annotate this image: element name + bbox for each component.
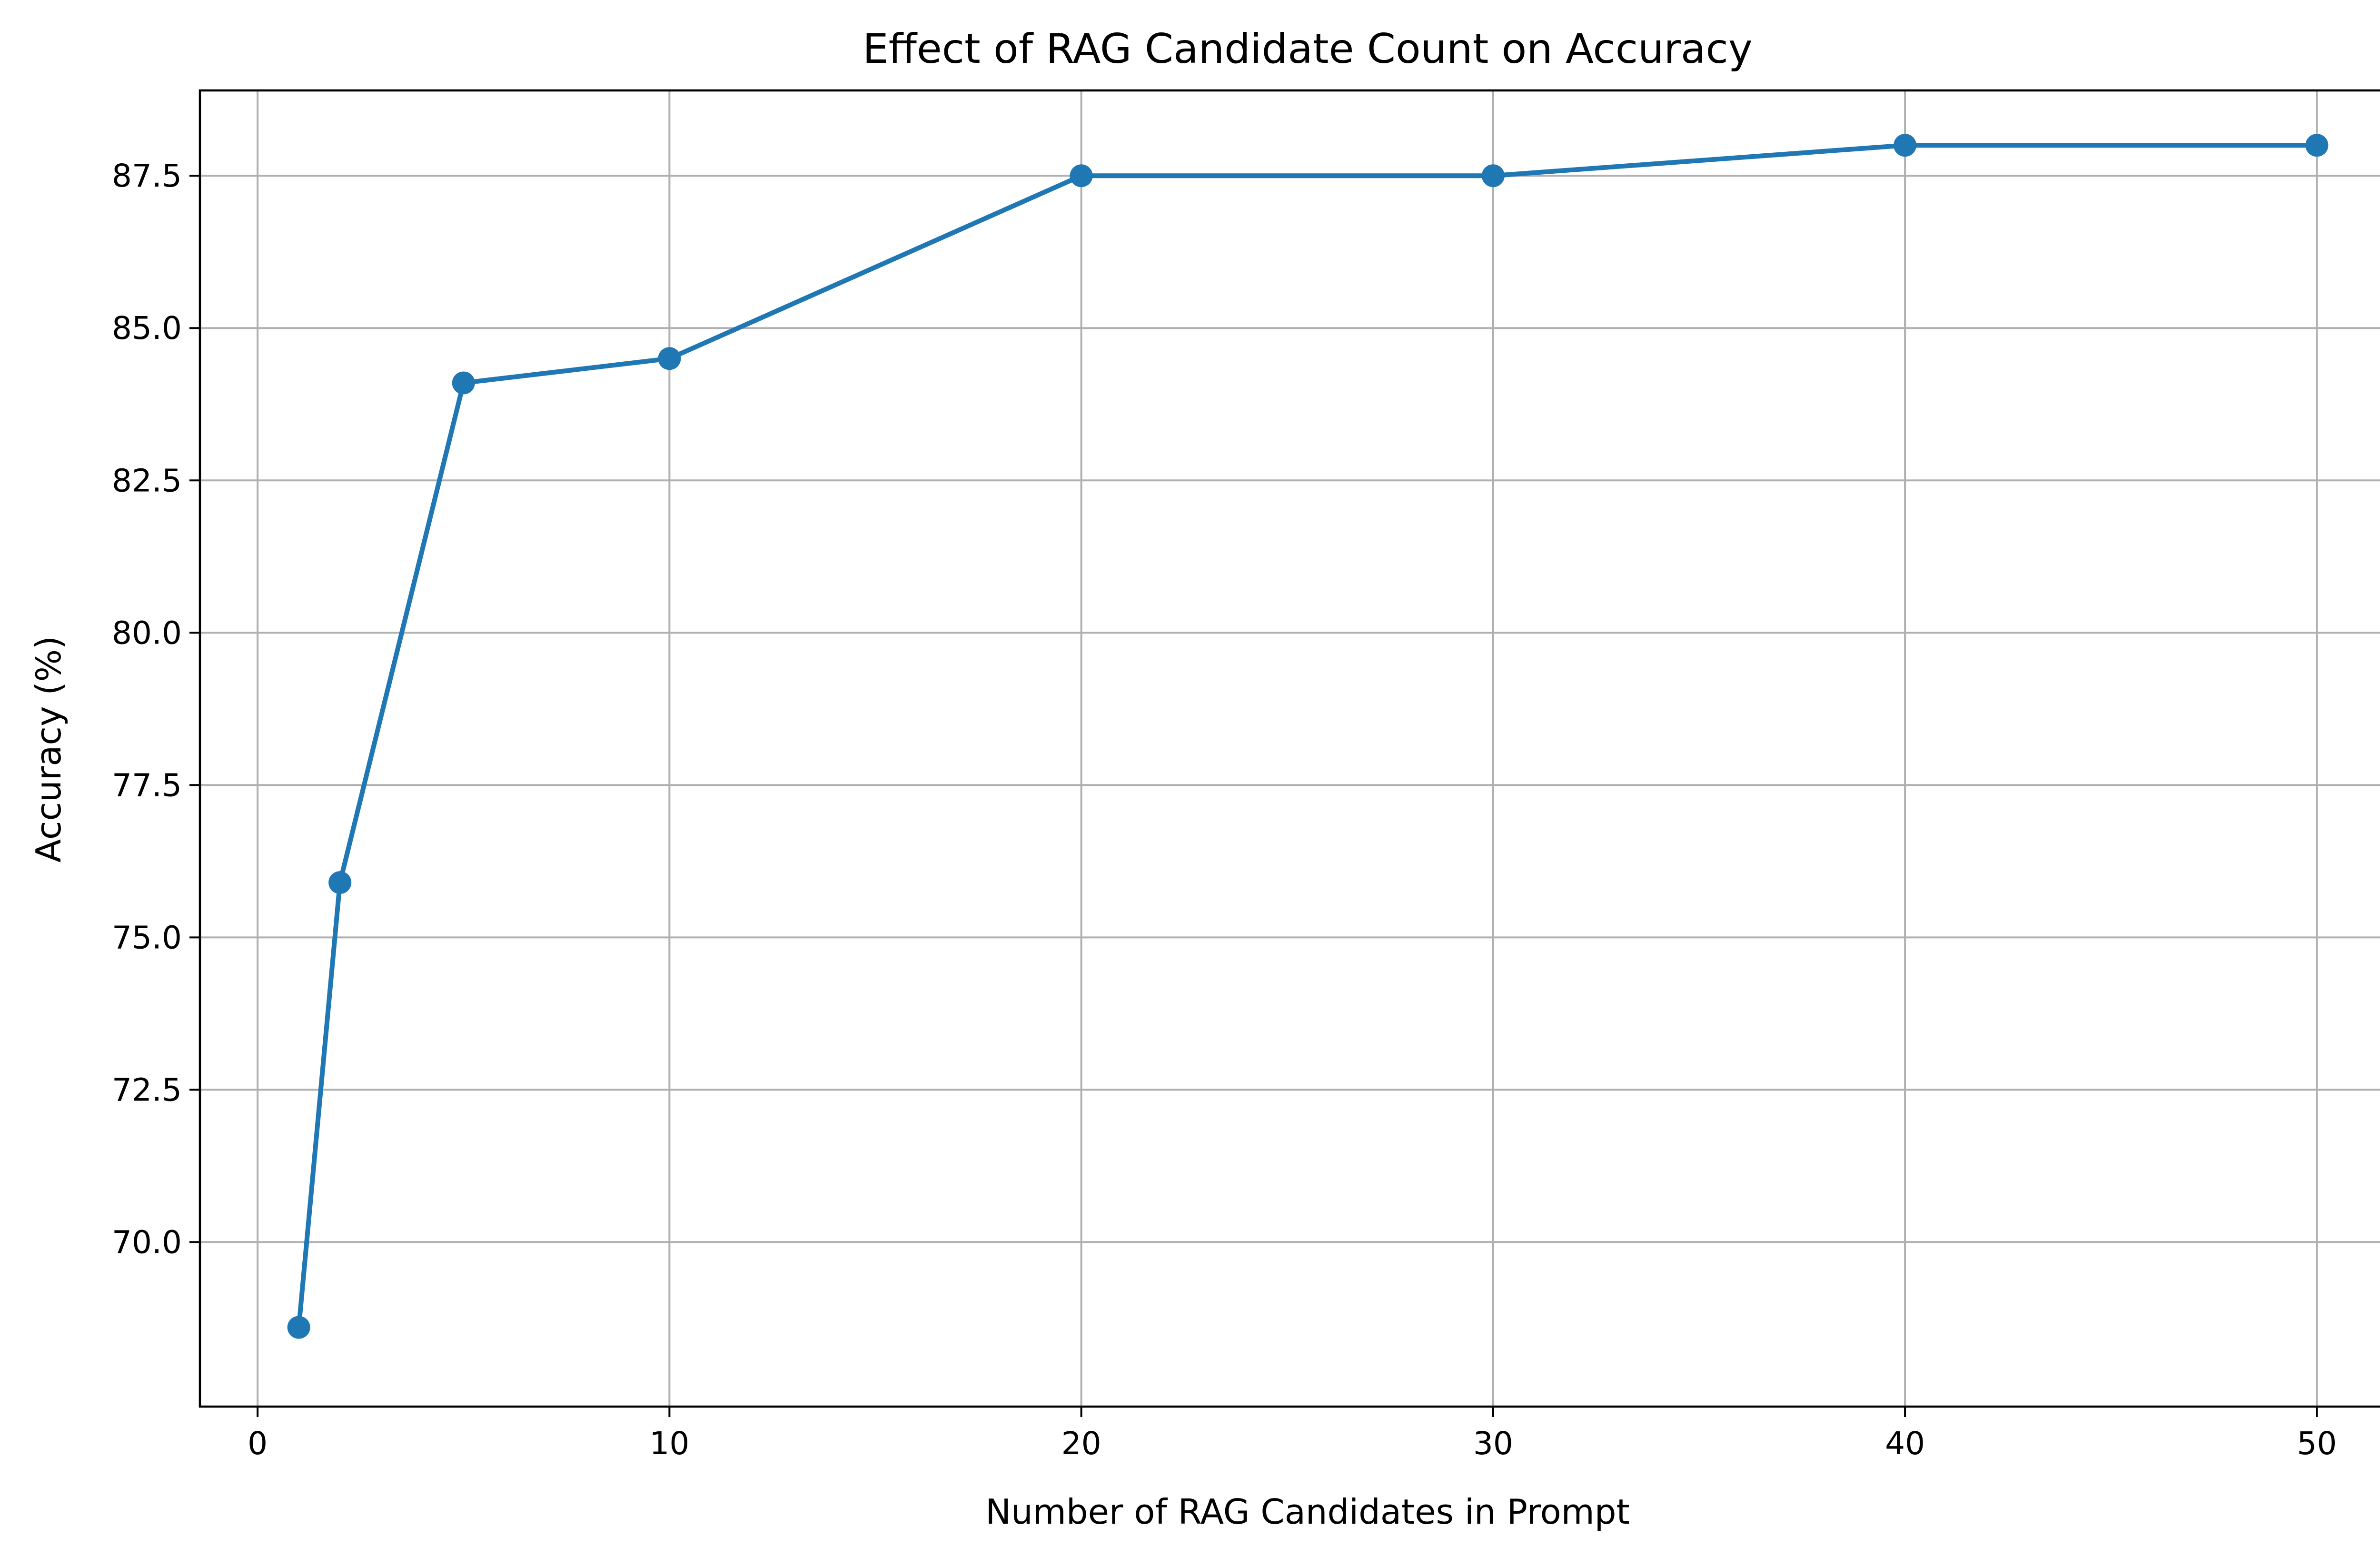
data-point <box>287 1316 310 1339</box>
y-tick-label: 80.0 <box>112 615 182 651</box>
data-point <box>1481 164 1505 188</box>
x-tick-label: 0 <box>248 1425 268 1462</box>
plot-frame <box>198 89 2380 1408</box>
y-tick-label: 77.5 <box>112 767 182 803</box>
data-point <box>658 347 681 370</box>
x-tick-label: 40 <box>1885 1425 1925 1462</box>
data-point <box>452 371 475 395</box>
x-tick-label: 10 <box>649 1425 689 1462</box>
y-tick-label: 75.0 <box>112 919 182 956</box>
data-point <box>1070 164 1093 188</box>
x-axis-title: Number of RAG Candidates in Prompt <box>985 1492 1629 1532</box>
x-axis-ticks: 0 10 20 30 40 50 <box>248 1407 2337 1462</box>
y-axis-title: Accuracy (%) <box>29 636 69 863</box>
x-tick-label: 20 <box>1061 1425 1101 1462</box>
data-point <box>2305 134 2329 157</box>
x-tick-label: 50 <box>2297 1425 2337 1462</box>
series-line <box>296 143 2320 1330</box>
chart-title: Effect of RAG Candidate Count on Accurac… <box>863 25 1752 73</box>
y-tick-label: 72.5 <box>112 1071 182 1108</box>
y-axis-ticks: 70.0 72.5 75.0 77.5 80.0 82.5 85.0 87.5 <box>112 158 200 1260</box>
y-tick-label: 87.5 <box>112 158 182 194</box>
y-tick-label: 85.0 <box>112 310 182 347</box>
x-tick-label: 30 <box>1473 1425 1513 1462</box>
y-tick-label: 70.0 <box>112 1224 182 1260</box>
series-layer <box>287 134 2329 1339</box>
y-tick-label: 82.5 <box>112 462 182 499</box>
data-point <box>1894 134 1917 157</box>
data-point <box>328 871 352 894</box>
